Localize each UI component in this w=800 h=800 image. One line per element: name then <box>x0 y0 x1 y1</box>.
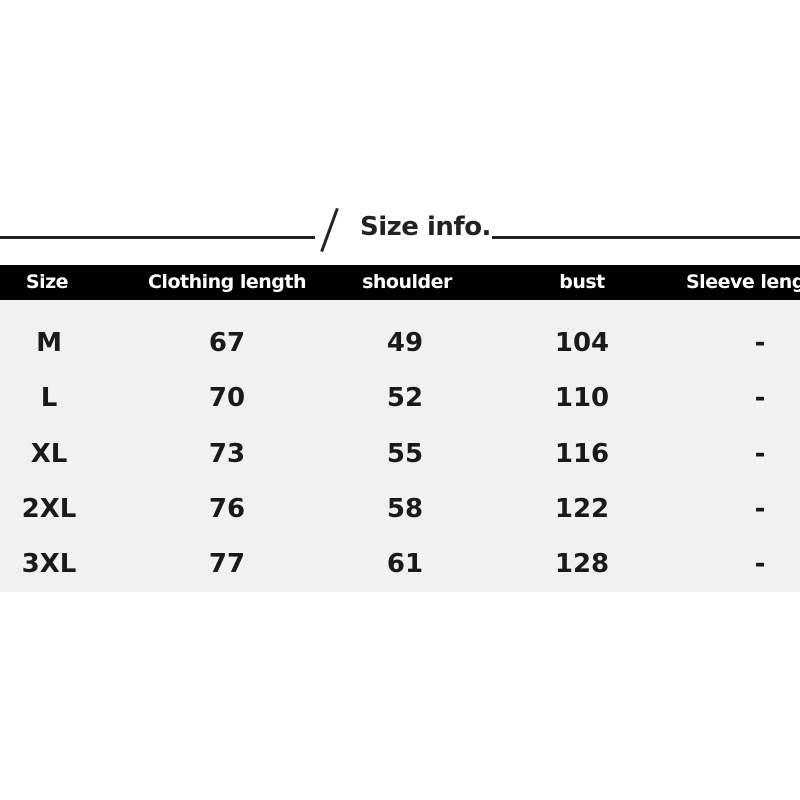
table-header: Size Clothing length shoulder bust Sleev… <box>0 265 800 300</box>
table-cell: XL <box>30 438 68 469</box>
table-cell: 116 <box>554 438 610 469</box>
table-cell: 73 <box>208 438 246 469</box>
header-shoulder: shoulder <box>362 271 452 293</box>
header-size: Size <box>25 271 69 293</box>
table-row: 3XL 77 61 128 - <box>0 537 800 592</box>
table-cell: M <box>36 328 62 358</box>
table-cell: - <box>754 383 766 414</box>
table-cell: 76 <box>208 493 246 524</box>
table-cell: 122 <box>554 493 610 524</box>
table-cell: 67 <box>208 328 246 358</box>
table-cell: 70 <box>208 383 246 414</box>
page-title: Size info. <box>360 212 491 242</box>
table-cell: 104 <box>554 328 610 358</box>
table-cell: 77 <box>208 549 246 580</box>
table-cell: - <box>754 438 766 469</box>
table-cell: 52 <box>386 383 424 414</box>
table-cell: 110 <box>554 383 610 414</box>
table-cell: 2XL <box>21 493 77 524</box>
title-rule-left <box>0 236 315 239</box>
size-table-body: M 67 49 104- L 70 52 110- XL 73 55 116-2XL 76 58 122-3… <box>0 300 800 592</box>
header-bust: bust <box>559 271 605 293</box>
header-sleeve-length: Sleeve leng <box>686 271 800 293</box>
table-row: M 67 49 104 - <box>0 316 800 371</box>
table-cell: L <box>40 383 58 414</box>
table-cell: 49 <box>386 328 424 358</box>
title-slash <box>320 207 339 253</box>
table-cell: 55 <box>386 438 424 469</box>
table-cell: 61 <box>386 549 424 580</box>
header-clothing-length: Clothing length <box>147 271 307 293</box>
table-cell: 128 <box>554 549 610 580</box>
table-cell: - <box>754 549 766 580</box>
table-row: L 70 52 110 - <box>0 371 800 426</box>
table-cell: - <box>754 493 766 524</box>
table-cell: 58 <box>386 493 424 524</box>
table-cell: 3XL <box>21 549 77 580</box>
title-rule-right <box>492 236 800 239</box>
table-row: 2XL 76 58 122 - <box>0 482 800 537</box>
table-row: XL 73 55 116 - <box>0 427 800 482</box>
table-cell: - <box>754 328 766 358</box>
